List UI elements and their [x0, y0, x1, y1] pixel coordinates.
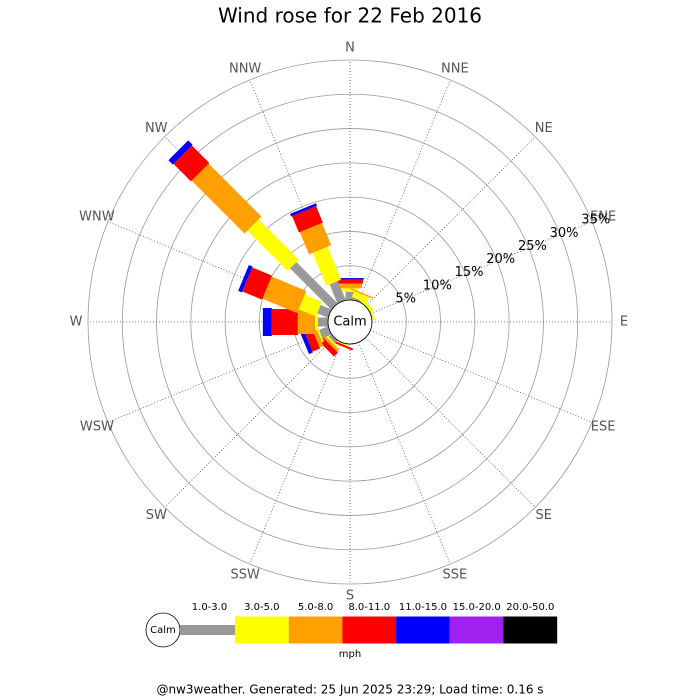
- legend-swatch: [235, 616, 289, 644]
- direction-label: NNW: [229, 61, 261, 76]
- direction-label: W: [70, 315, 83, 330]
- bar-segment: [317, 304, 332, 318]
- bar-segment: [242, 267, 272, 300]
- bar-segment: [191, 163, 262, 234]
- direction-label: SE: [536, 508, 552, 523]
- legend-swatch: [342, 616, 397, 644]
- bar-segment: [290, 203, 317, 217]
- r-tick-label: 35%: [581, 213, 610, 228]
- r-tick-label: 20%: [486, 252, 515, 267]
- direction-label: NW: [145, 121, 168, 136]
- direction-label: N: [345, 41, 355, 56]
- bar-segment: [315, 326, 324, 343]
- bar-segment: [290, 262, 338, 310]
- bar-segment: [333, 339, 349, 347]
- direction-label: NNE: [441, 61, 469, 76]
- bar-segment: [351, 291, 369, 303]
- bar-segment: [319, 326, 332, 339]
- bar-segment: [337, 279, 363, 284]
- unit-label: mph: [339, 649, 361, 660]
- bar-segment: [292, 206, 323, 233]
- r-tick-label: 25%: [518, 239, 547, 254]
- bar-segment: [350, 288, 374, 299]
- r-tick-label: 10%: [423, 278, 452, 293]
- bar-segment: [317, 317, 329, 327]
- spoke: [358, 79, 451, 302]
- bar-segment: [238, 264, 253, 293]
- grid-ring: [190, 162, 510, 482]
- spoke: [365, 136, 536, 307]
- spoke: [249, 342, 342, 565]
- legend-swatch: [396, 616, 450, 644]
- r-tick-label: 15%: [455, 265, 484, 280]
- bar-segment: [298, 294, 322, 317]
- direction-label: WSW: [80, 419, 114, 434]
- legend-label: 15.0-20.0: [453, 602, 501, 613]
- legend-label: 20.0-50.0: [506, 602, 554, 613]
- grid-ring: [121, 93, 579, 551]
- legend-label: 3.0-5.0: [244, 602, 279, 613]
- bar-segment: [354, 298, 364, 304]
- direction-label: E: [620, 315, 628, 330]
- bar-segment: [173, 145, 210, 182]
- direction-label: ESE: [591, 419, 616, 434]
- bar-segment: [328, 334, 338, 344]
- bar-segment: [247, 219, 299, 271]
- spoke: [107, 330, 330, 423]
- legend-label: 11.0-15.0: [399, 602, 447, 613]
- bar-segment: [297, 310, 315, 334]
- bar-segment: [271, 309, 298, 335]
- spoke: [164, 337, 335, 508]
- direction-label: ENE: [590, 210, 616, 225]
- direction-label: S: [346, 589, 354, 604]
- footer: @nw3weather. Generated: 25 Jun 2025 23:2…: [156, 683, 543, 697]
- grid-ring: [259, 231, 441, 413]
- bar-segment: [320, 332, 340, 352]
- bar-segment: [338, 283, 362, 289]
- spoke: [370, 221, 593, 314]
- direction-label: SW: [146, 508, 167, 523]
- legend-calm-label: Calm: [150, 625, 176, 636]
- spoke: [370, 330, 593, 423]
- legend-swatch: [180, 625, 235, 635]
- bar-segment: [329, 280, 346, 304]
- bar-segment: [299, 222, 332, 255]
- direction-label: WNW: [79, 210, 115, 225]
- bar-segment: [336, 278, 364, 280]
- bar-segment: [342, 288, 358, 292]
- direction-label: SSW: [230, 568, 260, 583]
- bar-segment: [262, 276, 307, 314]
- r-tick-label: 30%: [550, 226, 579, 241]
- bar-segment: [312, 246, 342, 286]
- bar-segment: [168, 140, 193, 165]
- legend-swatch: [288, 616, 343, 644]
- direction-label: NE: [535, 121, 553, 136]
- bar-segment: [367, 305, 376, 321]
- legend-swatch: [503, 616, 558, 644]
- calm-label: Calm: [333, 315, 366, 330]
- bar-segment: [262, 308, 272, 336]
- grid-ring: [87, 59, 613, 585]
- direction-label: SSE: [442, 568, 467, 583]
- bar-segment: [324, 334, 338, 348]
- chart-title: Wind rose for 22 Feb 2016: [218, 4, 482, 28]
- legend-label: 5.0-8.0: [298, 602, 333, 613]
- r-tick-label: 5%: [395, 291, 416, 306]
- spoke: [365, 337, 536, 508]
- bar-segment: [345, 291, 355, 300]
- legend-label: 8.0-11.0: [348, 602, 390, 613]
- spoke: [358, 342, 451, 565]
- legend-swatch: [449, 616, 504, 644]
- legend-label: 1.0-3.0: [192, 602, 227, 613]
- bar-segment: [314, 314, 318, 330]
- calm-circle: [327, 299, 373, 345]
